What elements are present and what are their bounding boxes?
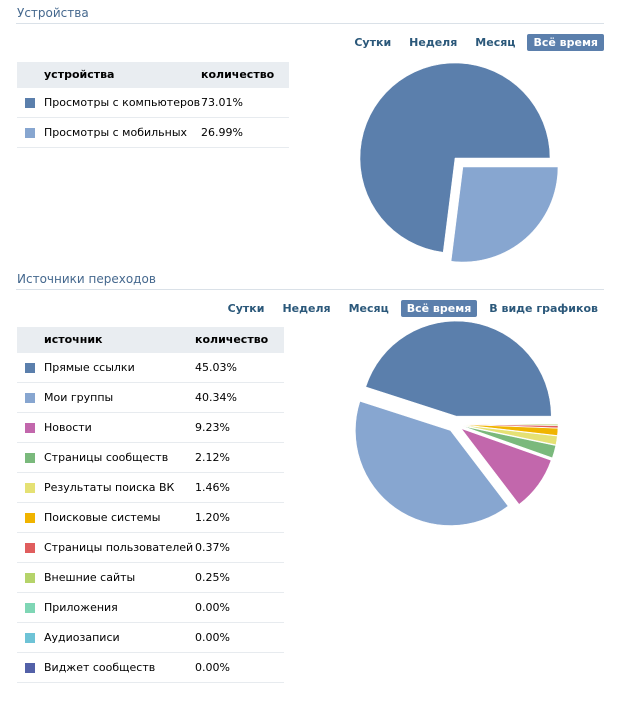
divider: [16, 289, 604, 290]
pie-slice: [462, 424, 559, 436]
source-name: Прямые ссылки: [44, 361, 135, 374]
value-label: 0.25%: [195, 571, 230, 584]
legend-swatch: [25, 393, 35, 403]
value-label: 0.00%: [195, 631, 230, 644]
legend-swatch: [25, 98, 35, 108]
legend-swatch: [25, 543, 35, 553]
column-header: количество: [195, 333, 269, 346]
legend-swatch: [25, 633, 35, 643]
source-name: Страницы пользователей: [44, 541, 194, 554]
source-name: Аудиозаписи: [44, 631, 120, 644]
table-row: Поисковые системы 1.20%: [17, 503, 284, 533]
table-row: Виджет сообществ 0.00%: [17, 653, 284, 683]
table-header: устройства количество: [17, 62, 289, 88]
period-tabs: Сутки Неделя Месяц Всё время: [348, 34, 604, 51]
value-label: 0.37%: [195, 541, 230, 554]
legend-swatch: [25, 483, 35, 493]
legend-swatch: [25, 513, 35, 523]
legend-swatch: [25, 603, 35, 613]
section-title: Источники переходов: [17, 272, 156, 286]
tab[interactable]: Месяц: [475, 36, 516, 49]
source-name: Поисковые системы: [44, 511, 161, 524]
legend-swatch: [25, 128, 35, 138]
column-header: источник: [44, 333, 103, 346]
table-row: Внешние сайты 0.25%: [17, 563, 284, 593]
tab[interactable]: Всё время: [400, 300, 478, 317]
column-header: количество: [201, 68, 275, 81]
tab[interactable]: Месяц: [348, 302, 389, 315]
table-row: Аудиозаписи 0.00%: [17, 623, 284, 653]
value-label: 0.00%: [195, 601, 230, 614]
source-name: Виджет сообществ: [44, 661, 156, 674]
tab[interactable]: Сутки: [354, 36, 392, 49]
pie-slice: [460, 428, 552, 505]
value-label: 73.01%: [201, 96, 243, 109]
table-row: Приложения 0.00%: [17, 593, 284, 623]
source-name: Мои группы: [44, 391, 114, 404]
section-title: Устройства: [17, 6, 89, 20]
value-label: 45.03%: [195, 361, 237, 374]
pie-slice: [355, 401, 509, 526]
legend-swatch: [25, 453, 35, 463]
pie-slice: [450, 166, 559, 263]
source-name: Просмотры с мобильных: [44, 126, 188, 139]
table-row: Новости 9.23%: [17, 413, 284, 443]
value-label: 40.34%: [195, 391, 237, 404]
table: устройства количество Просмотры с компьюте…: [17, 62, 289, 148]
table-row: Мои группы 40.34%: [17, 383, 284, 413]
source-name: Просмотры с компьютеров: [44, 96, 201, 109]
legend-swatch: [25, 423, 35, 433]
tab[interactable]: Всё время: [527, 34, 604, 51]
divider: [16, 23, 604, 24]
pie-slice: [462, 425, 556, 459]
tab[interactable]: Сутки: [227, 302, 265, 315]
column-header: устройства: [44, 68, 115, 81]
tab[interactable]: Неделя: [409, 36, 458, 49]
legend-swatch: [25, 573, 35, 583]
tab[interactable]: Неделя: [282, 302, 331, 315]
table-row: Страницы пользователей 0.37%: [17, 533, 284, 563]
table: источник количество Прямые ссылки 45.03% Мои…: [17, 327, 284, 683]
table-row: Просмотры с мобильных 26.99%: [17, 118, 289, 148]
legend-swatch: [25, 663, 35, 673]
value-label: 1.46%: [195, 481, 230, 494]
source-name: Страницы сообществ: [44, 451, 169, 464]
table-row: Результаты поиска ВК 1.46%: [17, 473, 284, 503]
value-label: 26.99%: [201, 126, 243, 139]
table-row: Страницы сообществ 2.12%: [17, 443, 284, 473]
tab[interactable]: В виде графиков: [489, 302, 598, 315]
pie-slice: [365, 320, 552, 417]
value-label: 0.00%: [195, 661, 230, 674]
period-tabs: Сутки Неделя Месяц Всё время В виде графиков: [222, 300, 604, 317]
source-name: Новости: [44, 421, 92, 434]
pie-slice: [462, 425, 558, 446]
source-name: Внешние сайты: [44, 571, 136, 584]
table-row: Просмотры с компьютеров 73.01%: [17, 88, 289, 118]
legend-swatch: [25, 363, 35, 373]
pie-slice: [359, 62, 551, 253]
table-header: источник количество: [17, 327, 284, 353]
table-row: Прямые ссылки 45.03%: [17, 353, 284, 383]
value-label: 1.20%: [195, 511, 230, 524]
value-label: 9.23%: [195, 421, 230, 434]
source-name: Результаты поиска ВК: [44, 481, 175, 494]
source-name: Приложения: [44, 601, 118, 614]
value-label: 2.12%: [195, 451, 230, 464]
